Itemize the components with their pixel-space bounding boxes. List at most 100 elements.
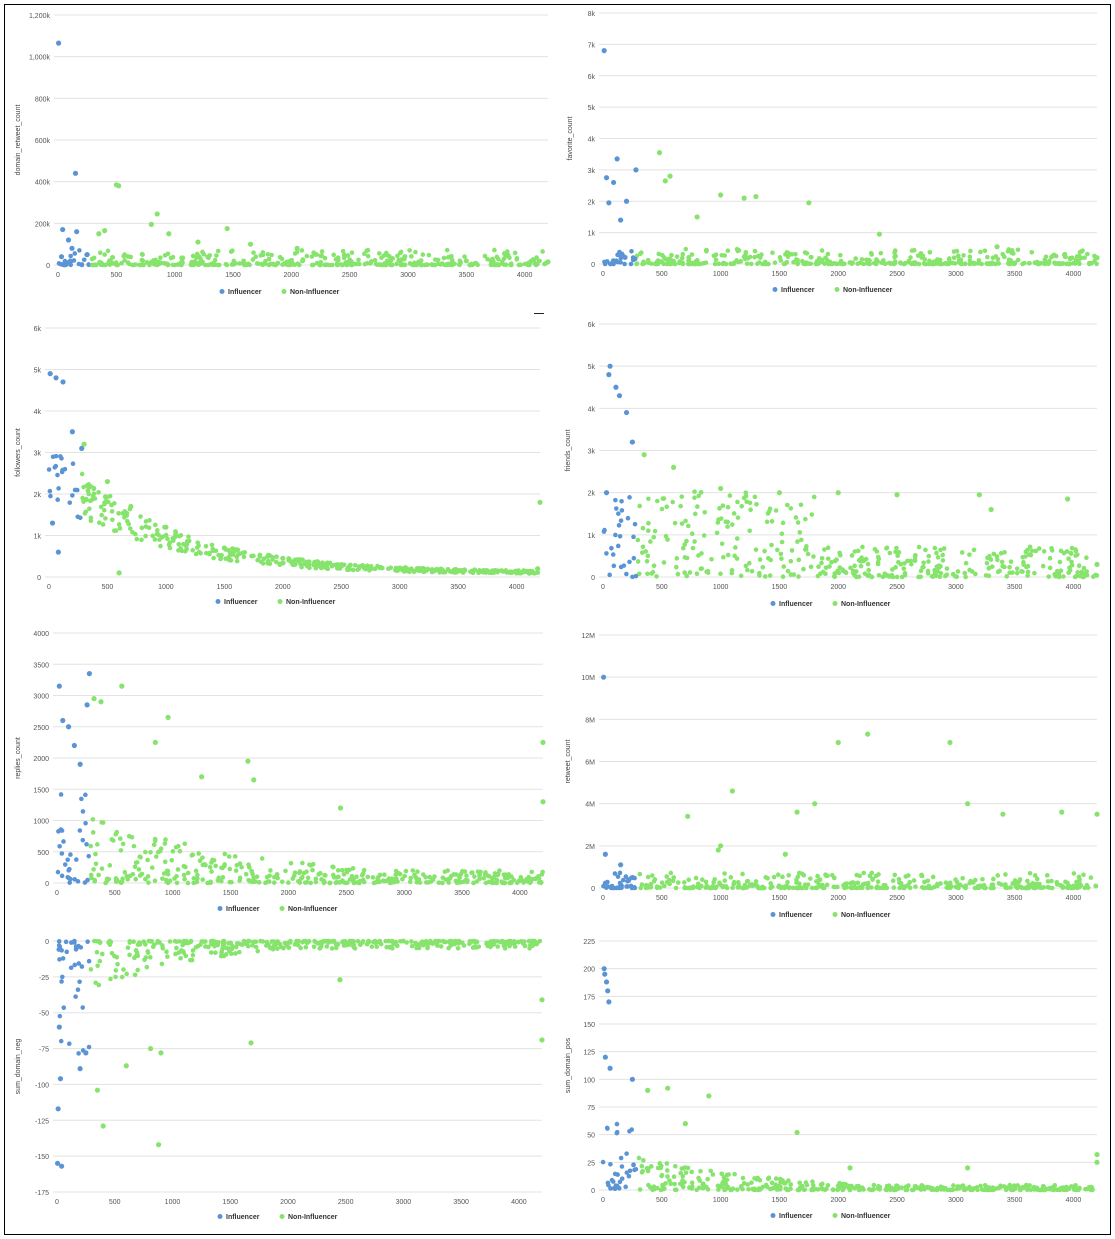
non-influencer-point[interactable] xyxy=(539,997,544,1002)
non-influencer-point[interactable] xyxy=(338,805,343,810)
influencer-point[interactable] xyxy=(60,379,65,384)
non-influencer-point[interactable] xyxy=(865,731,870,736)
influencer-point[interactable] xyxy=(83,1050,88,1055)
non-influencer-point[interactable] xyxy=(149,222,154,227)
non-influencer-point[interactable] xyxy=(718,192,723,197)
legend-label-influencer[interactable]: Influencer xyxy=(779,1213,813,1220)
influencer-point[interactable] xyxy=(630,1077,635,1082)
non-influencer-point[interactable] xyxy=(1094,1152,1099,1157)
legend-label-influencer[interactable]: Influencer xyxy=(226,906,260,913)
influencer-point[interactable] xyxy=(611,180,616,185)
non-influencer-point[interactable] xyxy=(894,492,899,497)
non-influencer-point[interactable] xyxy=(155,211,160,216)
non-influencer-point[interactable] xyxy=(537,500,542,505)
influencer-point[interactable] xyxy=(613,385,618,390)
influencer-point[interactable] xyxy=(57,1024,62,1029)
non-influencer-point[interactable] xyxy=(1094,255,1099,260)
influencer-point[interactable] xyxy=(607,1066,612,1071)
influencer-point[interactable] xyxy=(73,171,78,176)
non-influencer-point[interactable] xyxy=(947,740,952,745)
influencer-point[interactable] xyxy=(69,246,74,251)
influencer-point[interactable] xyxy=(87,671,92,676)
non-influencer-point[interactable] xyxy=(119,684,124,689)
non-influencer-point[interactable] xyxy=(514,570,519,575)
influencer-point[interactable] xyxy=(66,724,71,729)
legend-label-non-influencer[interactable]: Non-Influencer xyxy=(841,1213,891,1220)
non-influencer-point[interactable] xyxy=(877,232,882,237)
non-influencer-point[interactable] xyxy=(794,810,799,815)
non-influencer-point[interactable] xyxy=(195,239,200,244)
non-influencer-point[interactable] xyxy=(1059,810,1064,815)
non-influencer-point[interactable] xyxy=(339,562,344,567)
non-influencer-point[interactable] xyxy=(96,231,101,236)
legend-label-non-influencer[interactable]: Non-Influencer xyxy=(286,599,336,606)
influencer-point[interactable] xyxy=(603,1055,608,1060)
legend-label-non-influencer[interactable]: Non-Influencer xyxy=(288,1214,338,1221)
influencer-point[interactable] xyxy=(602,966,607,971)
influencer-point[interactable] xyxy=(50,520,55,525)
non-influencer-point[interactable] xyxy=(148,1046,153,1051)
non-influencer-point[interactable] xyxy=(158,1050,163,1055)
influencer-point[interactable] xyxy=(604,490,609,495)
influencer-point[interactable] xyxy=(633,167,638,172)
non-influencer-point[interactable] xyxy=(683,1121,688,1126)
legend-label-influencer[interactable]: Influencer xyxy=(226,1214,260,1221)
influencer-point[interactable] xyxy=(602,48,607,53)
non-influencer-point[interactable] xyxy=(280,556,285,561)
non-influencer-point[interactable] xyxy=(794,1130,799,1135)
non-influencer-point[interactable] xyxy=(95,1088,100,1093)
non-influencer-point[interactable] xyxy=(694,214,699,219)
legend-label-influencer[interactable]: Influencer xyxy=(779,601,813,608)
legend-label-non-influencer[interactable]: Non-Influencer xyxy=(843,287,893,294)
non-influencer-point[interactable] xyxy=(166,231,171,236)
influencer-point[interactable] xyxy=(56,1106,61,1111)
influencer-point[interactable] xyxy=(604,979,609,984)
non-influencer-point[interactable] xyxy=(81,442,86,447)
non-influencer-point[interactable] xyxy=(105,479,110,484)
non-influencer-point[interactable] xyxy=(295,246,300,251)
non-influencer-point[interactable] xyxy=(102,228,107,233)
non-influencer-point[interactable] xyxy=(245,759,250,764)
influencer-point[interactable] xyxy=(77,1066,82,1071)
influencer-point[interactable] xyxy=(624,410,629,415)
non-influencer-point[interactable] xyxy=(806,200,811,205)
influencer-point[interactable] xyxy=(59,1164,64,1169)
influencer-point[interactable] xyxy=(70,429,75,434)
non-influencer-point[interactable] xyxy=(1094,562,1099,567)
influencer-point[interactable] xyxy=(607,364,612,369)
non-influencer-point[interactable] xyxy=(225,226,230,231)
non-influencer-point[interactable] xyxy=(539,1037,544,1042)
non-influencer-point[interactable] xyxy=(116,183,121,188)
non-influencer-point[interactable] xyxy=(685,814,690,819)
influencer-point[interactable] xyxy=(618,862,623,867)
influencer-point[interactable] xyxy=(605,988,610,993)
non-influencer-point[interactable] xyxy=(965,1165,970,1170)
non-influencer-point[interactable] xyxy=(777,490,782,495)
influencer-point[interactable] xyxy=(85,252,90,257)
non-influencer-point[interactable] xyxy=(645,1088,650,1093)
non-influencer-point[interactable] xyxy=(199,774,204,779)
influencer-point[interactable] xyxy=(630,439,635,444)
non-influencer-point[interactable] xyxy=(671,465,676,470)
non-influencer-point[interactable] xyxy=(847,1165,852,1170)
non-influencer-point[interactable] xyxy=(1065,496,1070,501)
non-influencer-point[interactable] xyxy=(535,566,540,571)
non-influencer-point[interactable] xyxy=(117,570,122,575)
non-influencer-point[interactable] xyxy=(1094,1160,1099,1165)
influencer-point[interactable] xyxy=(606,200,611,205)
non-influencer-point[interactable] xyxy=(91,696,96,701)
non-influencer-point[interactable] xyxy=(657,150,662,155)
non-influencer-point[interactable] xyxy=(965,801,970,806)
influencer-point[interactable] xyxy=(78,762,83,767)
non-influencer-point[interactable] xyxy=(456,568,461,573)
non-influencer-point[interactable] xyxy=(836,490,841,495)
non-influencer-point[interactable] xyxy=(742,196,747,201)
non-influencer-point[interactable] xyxy=(718,486,723,491)
non-influencer-point[interactable] xyxy=(124,1063,129,1068)
non-influencer-point[interactable] xyxy=(540,740,545,745)
influencer-point[interactable] xyxy=(606,372,611,377)
non-influencer-point[interactable] xyxy=(753,194,758,199)
non-influencer-point[interactable] xyxy=(706,1093,711,1098)
non-influencer-point[interactable] xyxy=(994,244,999,249)
influencer-point[interactable] xyxy=(58,1076,63,1081)
